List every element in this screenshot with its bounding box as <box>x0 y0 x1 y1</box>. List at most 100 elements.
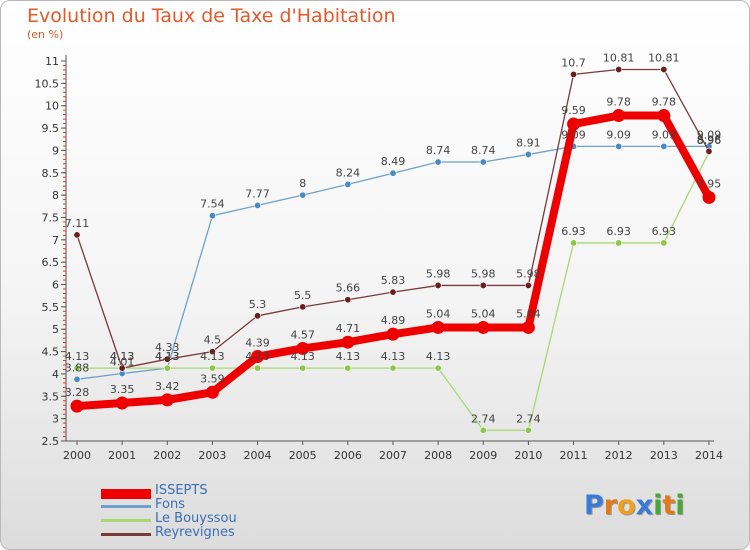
x-tick-label: 2014 <box>695 449 723 462</box>
data-point-le-bouyssou <box>344 364 352 372</box>
legend-label-reyrevignes: Reyrevignes <box>155 525 235 540</box>
data-point-reyrevignes <box>73 231 81 239</box>
data-point-fons <box>73 375 81 383</box>
x-tick-label: 2002 <box>153 449 181 462</box>
chart-title: Evolution du Taux de Taxe d'Habitation <box>27 5 396 27</box>
data-label-le-bouyssou: 4.13 <box>65 350 90 363</box>
data-label-reyrevignes: 5.83 <box>381 274 406 287</box>
y-tick-label: 9.5 <box>42 122 60 135</box>
y-tick-label: 10.5 <box>35 77 60 90</box>
data-label-fons: 4.01 <box>110 355 135 368</box>
data-point-le-bouyssou <box>73 364 81 372</box>
data-point-le-bouyssou <box>208 364 216 372</box>
data-label-reyrevignes: 5.66 <box>336 282 361 295</box>
data-point-fons <box>208 212 216 220</box>
data-label-issepts: 9.78 <box>606 96 631 109</box>
data-label-reyrevignes: 5.98 <box>471 267 496 280</box>
data-label-le-bouyssou: 4.13 <box>426 350 451 363</box>
x-tick-label: 2011 <box>560 449 588 462</box>
logo-letter: t <box>662 490 676 521</box>
data-label-reyrevignes: 5.5 <box>294 289 312 302</box>
data-label-issepts: 5.04 <box>471 307 496 320</box>
axes: 2.5 3 3.5 4 4.5 5 5.5 6 6.5 7 7.5 8 8.5 9 9.5 10 10.5 11 2… <box>35 55 723 462</box>
y-tick-label: 5 <box>52 323 59 336</box>
data-point-le-bouyssou <box>479 426 487 434</box>
logo-letter: r <box>603 490 618 521</box>
data-label-reyrevignes: 4.5 <box>204 334 222 347</box>
x-tick-label: 2007 <box>379 449 407 462</box>
data-point-reyrevignes <box>118 364 126 372</box>
data-point-reyrevignes <box>344 296 352 304</box>
data-point-issepts <box>115 396 129 410</box>
legend-label-issepts: ISSEPTS <box>155 483 208 498</box>
data-label-issepts: 4.71 <box>336 322 361 335</box>
proxiti-logo: Proxiti <box>584 490 685 521</box>
y-tick-label: 3 <box>52 413 59 426</box>
data-point-le-bouyssou <box>434 364 442 372</box>
data-point-reyrevignes <box>163 355 171 363</box>
data-label-le-bouyssou: 4.13 <box>110 350 135 363</box>
data-label-issepts: 3.28 <box>65 386 90 399</box>
data-label-reyrevignes: 5.98 <box>426 267 451 280</box>
x-tick-label: 2010 <box>514 449 542 462</box>
data-point-fons <box>524 150 532 158</box>
legend-swatch-le-bouyssou <box>101 519 151 522</box>
x-tick-label: 2012 <box>605 449 633 462</box>
x-tick-label: 2003 <box>198 449 226 462</box>
data-point-le-bouyssou <box>615 239 623 247</box>
series-group <box>70 65 716 434</box>
data-point-le-bouyssou <box>660 239 668 247</box>
data-point-issepts <box>702 190 716 204</box>
y-tick-label: 11 <box>45 55 59 68</box>
y-tick-label: 7.5 <box>42 211 60 224</box>
data-label-issepts: 4.57 <box>290 328 315 341</box>
data-point-fons <box>254 201 262 209</box>
y-tick-label: 8 <box>52 189 59 202</box>
legend-swatch-fons <box>101 505 151 508</box>
data-point-issepts <box>341 335 355 349</box>
legend-item-le-bouyssou: Le Bouyssou <box>101 511 321 527</box>
y-tick-label: 7 <box>52 234 59 247</box>
data-label-le-bouyssou: 4.13 <box>381 350 406 363</box>
data-label-issepts: 3.42 <box>155 380 180 393</box>
data-label-issepts: 9.59 <box>561 104 586 117</box>
data-label-le-bouyssou: 8.96 <box>697 134 722 147</box>
data-point-issepts <box>521 320 535 334</box>
data-point-reyrevignes <box>254 312 262 320</box>
data-point-reyrevignes <box>615 65 623 73</box>
data-label-le-bouyssou: 4.13 <box>290 350 315 363</box>
data-label-le-bouyssou: 4.13 <box>336 350 361 363</box>
logo-letter: i <box>675 490 685 521</box>
data-label-issepts: 3.35 <box>110 383 135 396</box>
data-point-reyrevignes <box>434 281 442 289</box>
data-point-issepts <box>431 320 445 334</box>
x-tick-label: 2009 <box>469 449 497 462</box>
x-tick-label: 2004 <box>244 449 272 462</box>
legend-swatch-reyrevignes <box>101 533 151 536</box>
y-tick-label: 8.5 <box>42 167 60 180</box>
data-label-fons: 9.09 <box>697 128 722 141</box>
y-tick-label: 9 <box>52 144 59 157</box>
data-point-reyrevignes <box>705 147 713 155</box>
data-label-issepts: 4.39 <box>245 337 270 350</box>
x-tick-label: 2005 <box>289 449 317 462</box>
logo-letter: x <box>635 490 654 521</box>
y-tick-label: 5.5 <box>42 301 60 314</box>
data-point-reyrevignes <box>479 281 487 289</box>
data-label-fons: 8.91 <box>516 136 541 149</box>
data-point-reyrevignes <box>524 281 532 289</box>
data-label-issepts: 9.78 <box>652 96 677 109</box>
data-point-issepts <box>386 327 400 341</box>
y-tick-label: 10 <box>45 100 59 113</box>
data-label-fons: 7.77 <box>245 187 270 200</box>
x-tick-label: 2000 <box>63 449 91 462</box>
chart-subtitle: (en %) <box>27 28 64 41</box>
y-tick-label: 6 <box>52 279 59 292</box>
x-tick-label: 2001 <box>108 449 136 462</box>
data-label-le-bouyssou: 2.74 <box>516 412 541 425</box>
data-point-issepts <box>657 109 671 123</box>
data-point-fons <box>660 142 668 150</box>
